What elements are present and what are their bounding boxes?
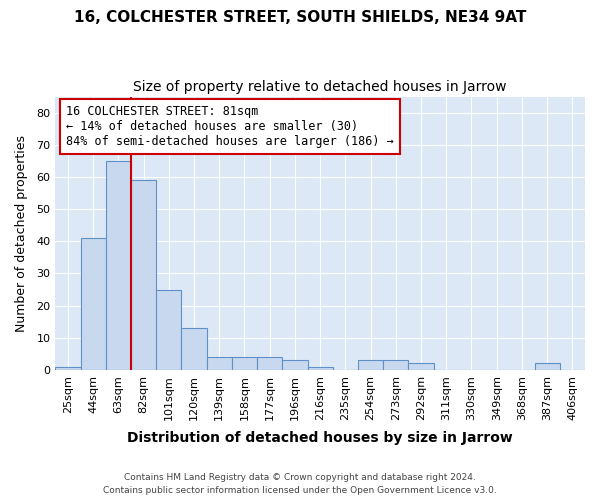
Bar [383,360,409,370]
Text: 16, COLCHESTER STREET, SOUTH SHIELDS, NE34 9AT: 16, COLCHESTER STREET, SOUTH SHIELDS, NE… [74,10,526,25]
Title: Size of property relative to detached houses in Jarrow: Size of property relative to detached ho… [133,80,507,94]
X-axis label: Distribution of detached houses by size in Jarrow: Distribution of detached houses by size … [127,431,513,445]
Bar [181,328,206,370]
Y-axis label: Number of detached properties: Number of detached properties [15,134,28,332]
Bar [308,366,333,370]
Bar [106,161,131,370]
Text: Contains HM Land Registry data © Crown copyright and database right 2024.
Contai: Contains HM Land Registry data © Crown c… [103,474,497,495]
Bar [55,366,80,370]
Bar [131,180,156,370]
Bar [257,357,283,370]
Bar [409,364,434,370]
Bar [535,364,560,370]
Bar [156,290,181,370]
Bar [232,357,257,370]
Bar [206,357,232,370]
Bar [358,360,383,370]
Bar [283,360,308,370]
Text: 16 COLCHESTER STREET: 81sqm
← 14% of detached houses are smaller (30)
84% of sem: 16 COLCHESTER STREET: 81sqm ← 14% of det… [66,105,394,148]
Bar [80,238,106,370]
